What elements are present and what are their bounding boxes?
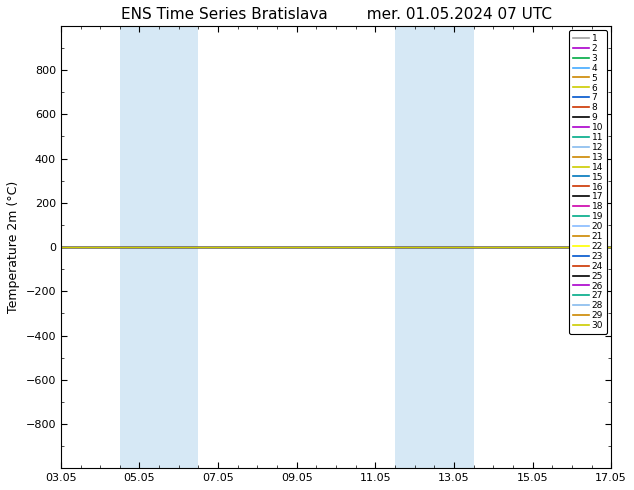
- Y-axis label: Temperature 2m (°C): Temperature 2m (°C): [7, 181, 20, 313]
- Title: ENS Time Series Bratislava        mer. 01.05.2024 07 UTC: ENS Time Series Bratislava mer. 01.05.20…: [120, 7, 552, 22]
- Bar: [395, 26, 434, 468]
- Legend: 1, 2, 3, 4, 5, 6, 7, 8, 9, 10, 11, 12, 13, 14, 15, 16, 17, 18, 19, 20, 21, 22, 2: 1, 2, 3, 4, 5, 6, 7, 8, 9, 10, 11, 12, 1…: [569, 30, 607, 334]
- Bar: [434, 26, 474, 468]
- Bar: [120, 26, 159, 468]
- Bar: [159, 26, 198, 468]
